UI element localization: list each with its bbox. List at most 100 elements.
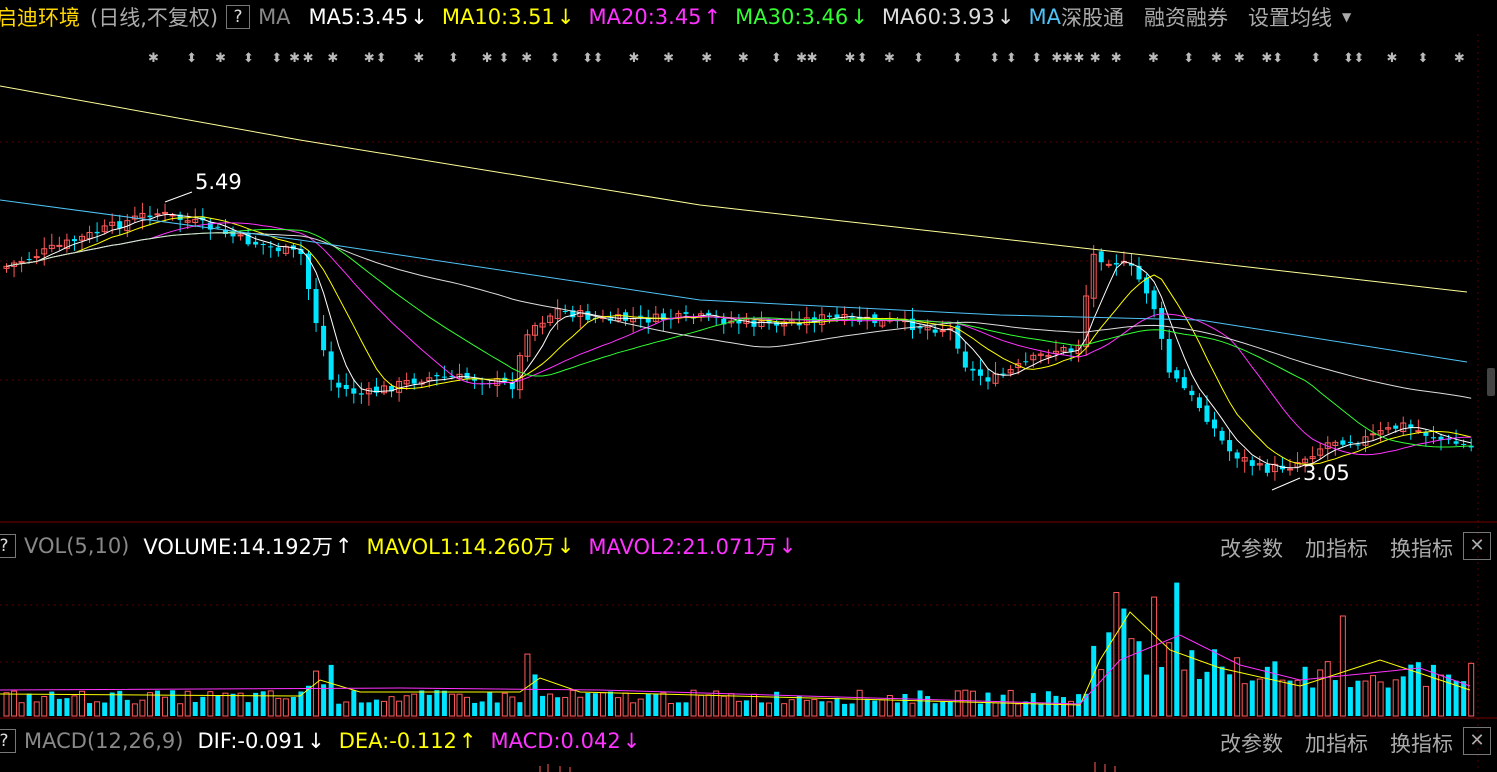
event-marker: ✱ [701, 51, 712, 66]
candle [1151, 290, 1157, 310]
volume-arrow-icon: ↑ [334, 534, 353, 558]
volume-bar [245, 702, 251, 716]
volume-bar [532, 674, 538, 716]
stock-name[interactable]: 启迪环境 [0, 6, 80, 30]
candle [1219, 430, 1225, 441]
volume-bar [426, 694, 432, 716]
volume-bar [1151, 596, 1158, 717]
scroll-handle[interactable] [1487, 368, 1495, 396]
volume-bar [1370, 675, 1377, 717]
volume-bar [969, 690, 976, 717]
volume-bar [562, 696, 569, 717]
link-rongzi[interactable]: 融资融券 [1143, 6, 1228, 30]
candle [101, 225, 108, 233]
candle [403, 380, 410, 385]
candle [449, 375, 455, 378]
volume-bar [33, 701, 40, 717]
vol-title[interactable]: VOL(5,10) [24, 534, 130, 558]
volume-bar [1174, 582, 1180, 716]
volume-bar [720, 695, 727, 717]
candle [683, 312, 689, 314]
volume-bar [917, 690, 923, 716]
volume-bar [985, 692, 991, 716]
macd-change-params-button[interactable]: 改参数 [1220, 732, 1283, 756]
volume-bar [419, 690, 425, 716]
volume-bar [856, 689, 863, 717]
volume-bar [1091, 645, 1097, 716]
volume-bar [1422, 685, 1429, 717]
help-button[interactable]: ? [226, 5, 251, 29]
candle [1430, 437, 1436, 439]
candle [237, 234, 244, 237]
candle [1287, 468, 1293, 471]
vol-switch-indicator-button[interactable]: 换指标 [1390, 537, 1453, 561]
volume-bar [117, 690, 123, 716]
event-marker: ✱ [629, 51, 640, 66]
dropdown-arrow-icon[interactable]: ▼ [1341, 10, 1352, 24]
volume-bar [577, 696, 584, 717]
macd-switch-indicator-button[interactable]: 换指标 [1390, 732, 1453, 756]
macd-title[interactable]: MACD(12,26,9) [24, 729, 184, 753]
candle [1023, 361, 1029, 363]
macd-add-indicator-button[interactable]: 加指标 [1305, 732, 1368, 756]
mavol1-value: MAVOL1:14.260万 [366, 535, 555, 559]
candle [358, 393, 364, 395]
ma20-line [6, 222, 1472, 456]
event-marker: ✱ [1090, 51, 1101, 66]
link-shengutong[interactable]: 深股通 [1060, 6, 1124, 30]
volume-bar [448, 693, 455, 717]
volume-value: VOLUME:14.192万 [143, 535, 333, 559]
vol-close-icon[interactable]: ✕ [1463, 532, 1491, 560]
volume-bar [487, 691, 493, 716]
event-marker: ✱ [482, 51, 493, 66]
volume-bar [517, 702, 523, 716]
candle [343, 384, 349, 389]
mavol2-value: MAVOL2:21.071万 [588, 535, 777, 559]
volume-bar [842, 703, 848, 716]
volume-bar [1310, 687, 1316, 716]
volume-bar [1453, 680, 1459, 716]
candle [1317, 448, 1324, 456]
candle [1159, 308, 1165, 339]
candle [970, 368, 976, 371]
ma10-value: MA10:3.51 [441, 5, 555, 29]
candle [1113, 263, 1119, 265]
volume-bar [1256, 678, 1263, 717]
dif-value: DIF:-0.091 [197, 729, 306, 753]
macd-close-icon[interactable]: ✕ [1463, 727, 1491, 755]
event-marker: ⬍ [771, 51, 782, 66]
volume-bar [796, 695, 802, 716]
candle [1060, 346, 1067, 352]
volume-bar [834, 697, 840, 716]
candle [260, 244, 266, 246]
macd-value: MACD:0.042 [490, 729, 621, 753]
volume-bar [298, 691, 304, 716]
candle [207, 222, 213, 230]
macd-help-button[interactable]: ? [0, 729, 16, 753]
volume-bar [585, 692, 591, 716]
volume-bar [192, 701, 198, 716]
volume-bar [336, 703, 342, 716]
vol-help-button[interactable]: ? [0, 534, 16, 558]
candle [955, 325, 961, 349]
link-settings-ma[interactable]: 设置均线 [1247, 6, 1332, 30]
candle [1302, 458, 1309, 464]
volume-bar [388, 696, 395, 717]
volume-bar [1294, 679, 1301, 717]
volume-bar [615, 697, 622, 717]
volume-bar [464, 696, 471, 717]
volume-bar [1196, 678, 1202, 716]
candle [910, 318, 915, 330]
vol-add-indicator-button[interactable]: 加指标 [1305, 537, 1368, 561]
volume-bar [759, 702, 764, 716]
volume-bar [177, 703, 184, 717]
candle [1007, 369, 1014, 374]
candle [721, 318, 727, 325]
candle [71, 239, 77, 242]
ma20-arrow-icon: ↑ [703, 5, 722, 29]
vol-change-params-button[interactable]: 改参数 [1220, 537, 1283, 561]
candle [1166, 338, 1172, 373]
ma-link[interactable]: MA [1028, 5, 1061, 29]
volume-bar [1045, 691, 1051, 716]
